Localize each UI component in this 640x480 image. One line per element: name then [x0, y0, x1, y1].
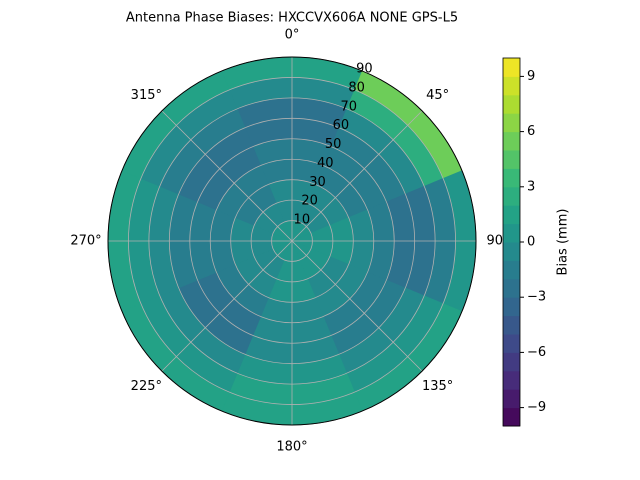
colorbar-band: [503, 370, 520, 390]
colorbar-label: Bias (mm): [556, 209, 571, 276]
grid-spoke: [291, 110, 423, 242]
colorbar-tick-label: −9: [527, 400, 546, 415]
chart-title: Antenna Phase Biases: HXCCVX606A NONE GP…: [126, 11, 458, 26]
colorbar-tick-label: 0: [527, 235, 535, 250]
colorbar-band: [503, 76, 520, 96]
r-tick-label: 30: [309, 175, 326, 190]
r-tick-label: 10: [294, 213, 311, 228]
r-tick-label: 50: [325, 137, 342, 152]
r-tick-label: 90: [356, 62, 373, 77]
r-tick-label: 70: [340, 99, 357, 114]
colorbar-band: [503, 150, 520, 169]
colorbar-band: [503, 131, 520, 151]
colorbar-tick-label: 3: [527, 179, 535, 194]
colorbar-band: [503, 315, 520, 335]
grid-spoke: [161, 240, 293, 372]
theta-tick-label: 315°: [131, 88, 162, 103]
colorbar-tick-label: −6: [527, 345, 546, 360]
colorbar-band: [503, 186, 520, 206]
colorbar-band: [503, 168, 520, 188]
colorbar: −9 −6 −3 0 3 6 9 Bias (mm): [502, 57, 571, 427]
colorbar-band: [503, 389, 520, 409]
theta-tick-label: 225°: [131, 379, 162, 394]
colorbar-band: [503, 334, 520, 353]
colorbar-tick-label: 9: [527, 69, 535, 84]
colorbar-band: [503, 278, 520, 298]
grid-spoke: [291, 240, 423, 372]
colorbar-band: [503, 297, 520, 317]
r-tick-label: 80: [348, 80, 365, 95]
colorbar-tick-label: 6: [527, 124, 535, 139]
colorbar-band: [503, 94, 520, 114]
theta-tick-label: 0°: [285, 28, 300, 43]
theta-tick-label: 270°: [70, 234, 101, 249]
colorbar-tick-label: −3: [527, 290, 546, 305]
r-tick-label: 20: [301, 194, 318, 209]
r-tick-label: 40: [317, 156, 334, 171]
colorbar-band: [503, 407, 520, 427]
colorbar-band: [503, 205, 520, 225]
r-tick-label: 60: [333, 118, 350, 133]
colorbar-band: [503, 113, 520, 133]
polar-frame: [107, 56, 477, 426]
colorbar-band: [503, 352, 520, 372]
colorbar-band: [503, 58, 520, 77]
colorbar-band: [503, 242, 520, 261]
grid-spoke: [161, 110, 293, 242]
colorbar-band: [503, 260, 520, 280]
colorbar-band: [503, 223, 520, 243]
theta-tick-label: 45°: [426, 88, 449, 103]
theta-tick-label: 135°: [422, 379, 453, 394]
theta-tick-label: 180°: [276, 440, 307, 455]
